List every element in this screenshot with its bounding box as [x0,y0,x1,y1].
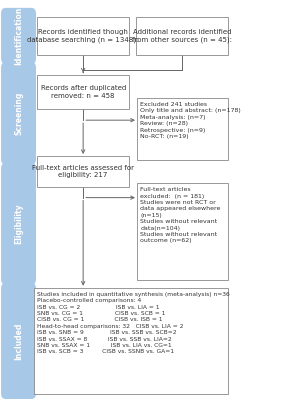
Text: Full-text articles
excluded:  (n = 181)
Studies were not RCT or
data appeared el: Full-text articles excluded: (n = 181) S… [140,187,221,243]
FancyBboxPatch shape [37,156,129,187]
FancyBboxPatch shape [37,75,129,109]
FancyBboxPatch shape [1,8,36,64]
Text: Included: Included [14,322,23,360]
Text: Screening: Screening [14,92,23,135]
Text: Additional records identified
from other sources (n = 45):: Additional records identified from other… [132,29,232,43]
Text: Identification: Identification [14,7,23,65]
Text: Eligibility: Eligibility [14,204,23,244]
FancyBboxPatch shape [137,98,228,160]
FancyBboxPatch shape [37,17,129,55]
FancyBboxPatch shape [1,163,36,285]
FancyBboxPatch shape [1,62,36,165]
Text: Records identified though
database searching (n = 1348):: Records identified though database searc… [27,29,139,43]
FancyBboxPatch shape [136,17,228,55]
FancyBboxPatch shape [137,183,228,280]
Text: Studies included in quantitative synthesis (meta-analysis) n=36
Placebo-controll: Studies included in quantitative synthes… [37,292,230,354]
Text: Full-text articles assessed for
eligibility: 217: Full-text articles assessed for eligibil… [32,165,134,178]
Text: Records after duplicated
removed: n = 458: Records after duplicated removed: n = 45… [41,85,126,99]
FancyBboxPatch shape [1,283,36,399]
Text: Excluded 241 studies
Only title and abstract: (n=178)
Meta-analysis: (n=7)
Revie: Excluded 241 studies Only title and abst… [140,102,241,139]
FancyBboxPatch shape [34,288,228,394]
